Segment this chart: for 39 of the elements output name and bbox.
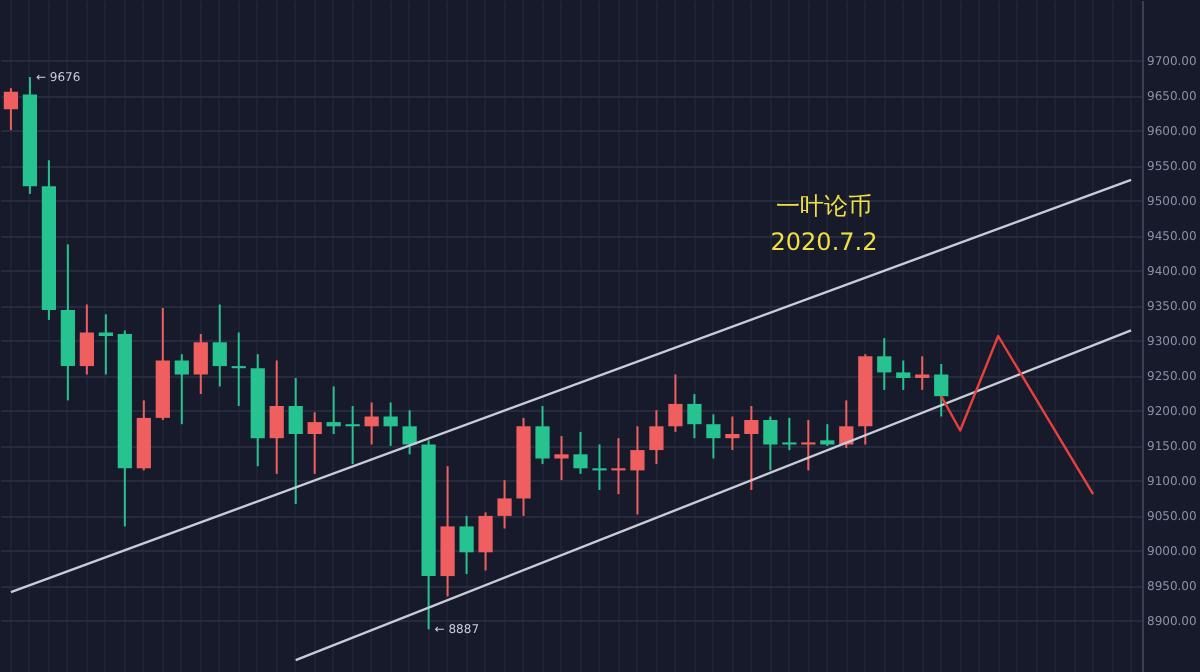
candlestick <box>326 385 341 435</box>
candlestick <box>212 303 227 388</box>
candlestick <box>231 331 246 407</box>
candlestick <box>459 514 474 575</box>
candlestick <box>535 405 550 466</box>
candlestick <box>497 479 512 530</box>
candlestick <box>611 437 626 496</box>
candlestick <box>288 377 303 505</box>
candlestick <box>668 373 683 433</box>
candlestick <box>630 425 645 516</box>
candlestick <box>839 399 854 449</box>
candlestick <box>820 423 835 447</box>
candlestick <box>364 401 379 446</box>
candlestick <box>79 303 94 376</box>
candlestick <box>877 337 892 391</box>
annotation: 一叶论币 <box>776 192 872 220</box>
candlestick <box>744 405 759 491</box>
annotation: 2020.7.2 <box>770 228 878 256</box>
candlestick <box>174 353 189 426</box>
candlestick <box>345 405 360 466</box>
candlestick <box>763 415 778 472</box>
candlestick <box>706 413 721 460</box>
candlestick <box>269 359 284 475</box>
candlestick <box>573 430 588 475</box>
candlestick <box>478 511 493 572</box>
candlestick <box>307 411 322 475</box>
candlestick <box>402 409 417 456</box>
candlestick <box>782 416 797 452</box>
candlestick <box>592 443 607 491</box>
candlestick <box>193 332 208 396</box>
candlestick <box>896 359 911 391</box>
candlestick <box>687 393 702 440</box>
candlestick <box>383 401 398 447</box>
candlestick <box>3 87 19 132</box>
candlestick <box>554 435 569 482</box>
candlestick <box>801 419 816 472</box>
candlestick <box>934 363 949 418</box>
candlestick <box>725 415 740 452</box>
candlestick <box>649 409 664 466</box>
